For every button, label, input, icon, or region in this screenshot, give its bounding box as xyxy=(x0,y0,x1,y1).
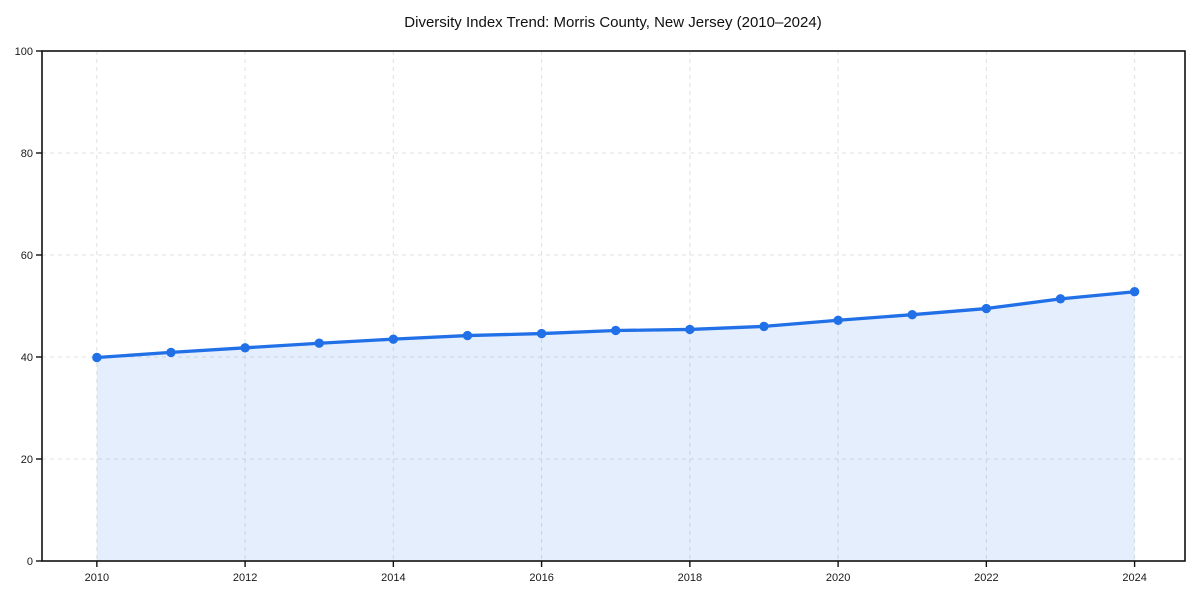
y-tick-label: 20 xyxy=(21,454,33,466)
data-point xyxy=(240,343,250,353)
x-tick-label: 2016 xyxy=(529,572,553,584)
data-point xyxy=(1129,287,1140,297)
y-tick-label: 0 xyxy=(27,556,33,568)
data-point xyxy=(462,330,473,341)
data-point xyxy=(1055,294,1066,304)
x-tick-label: 2010 xyxy=(85,572,109,584)
data-point xyxy=(92,352,102,363)
y-tick-label: 80 xyxy=(21,148,33,160)
x-tick-label: 2018 xyxy=(678,572,702,584)
x-tick-label: 2022 xyxy=(974,572,998,584)
data-point xyxy=(314,338,324,348)
data-point xyxy=(536,328,547,339)
data-point xyxy=(833,315,843,325)
plot-area: 0 20 40 60 80 100 2010 2012 2014 2016 2018 2020 2022… xyxy=(15,46,1186,584)
area-fill xyxy=(96,291,1135,561)
chart-title: Diversity Index Trend: Morris County, Ne… xyxy=(404,14,821,31)
y-tick-label: 40 xyxy=(21,352,33,364)
data-point xyxy=(388,334,399,344)
data-point xyxy=(907,309,917,320)
y-tick-label: 60 xyxy=(21,250,33,262)
x-tick-label: 2024 xyxy=(1122,572,1146,584)
plot-border xyxy=(41,50,1186,562)
data-point xyxy=(981,303,992,314)
data-point xyxy=(611,325,621,336)
x-tick-label: 2012 xyxy=(233,572,257,584)
data-point xyxy=(759,321,769,332)
data-point xyxy=(166,347,176,358)
y-tick-label: 100 xyxy=(15,46,33,58)
data-point xyxy=(685,324,695,335)
x-tick-label: 2020 xyxy=(826,572,850,584)
x-tick-label: 2014 xyxy=(381,572,405,584)
